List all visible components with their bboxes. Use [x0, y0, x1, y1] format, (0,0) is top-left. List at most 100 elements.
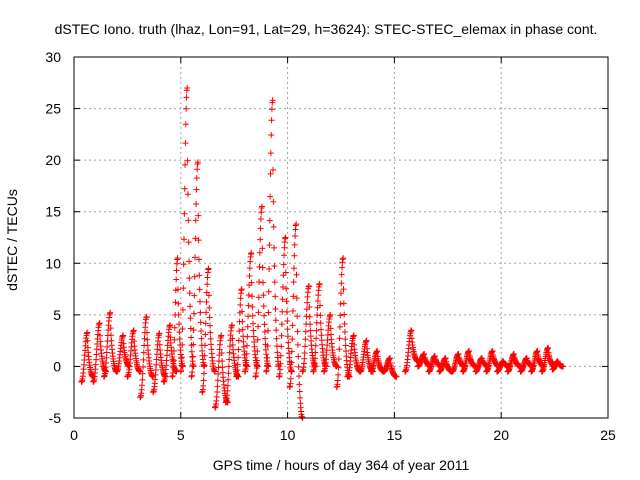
- data-point: [249, 312, 256, 319]
- data-point: [270, 166, 277, 173]
- data-point: [336, 335, 343, 342]
- data-point: [314, 297, 321, 304]
- y-axis-label: dSTEC / TECUs: [4, 189, 20, 291]
- y-tick-label: 25: [45, 101, 61, 117]
- data-point: [143, 329, 150, 336]
- data-point: [279, 283, 286, 290]
- data-point: [284, 333, 291, 340]
- data-point: [183, 94, 190, 101]
- data-point: [187, 315, 194, 322]
- data-point: [246, 265, 253, 272]
- data-point: [180, 261, 187, 268]
- data-point: [263, 362, 270, 369]
- data-point: [140, 349, 147, 356]
- data-point: [307, 327, 314, 334]
- data-point: [194, 159, 201, 166]
- data-point: [307, 321, 314, 328]
- data-point: [313, 335, 320, 342]
- data-point: [153, 356, 160, 363]
- chart-title: dSTEC Iono. truth (lhaz, Lon=91, Lat=29,…: [55, 21, 598, 37]
- data-point: [272, 306, 279, 313]
- data-point: [193, 200, 200, 207]
- data-point: [193, 186, 200, 193]
- data-point: [292, 233, 299, 240]
- data-point: [214, 383, 221, 390]
- data-point: [206, 314, 213, 321]
- data-point: [260, 303, 267, 310]
- data-point: [219, 358, 226, 365]
- data-point: [171, 336, 178, 343]
- data-point: [139, 376, 146, 383]
- data-point: [271, 244, 278, 251]
- data-point: [270, 198, 277, 205]
- data-point: [239, 326, 246, 333]
- data-point: [195, 237, 202, 244]
- data-point: [316, 280, 323, 287]
- data-point: [267, 170, 274, 177]
- data-point: [260, 279, 267, 286]
- y-tick-label: 15: [45, 204, 61, 220]
- data-point: [214, 377, 221, 384]
- data-point: [270, 223, 277, 230]
- data-point: [340, 255, 347, 262]
- data-point: [211, 368, 218, 375]
- data-point: [84, 329, 91, 336]
- data-point: [173, 276, 180, 283]
- data-point: [255, 323, 262, 330]
- data-point: [185, 217, 192, 224]
- data-point: [188, 348, 195, 355]
- x-tick-label: 10: [280, 427, 296, 443]
- data-point: [200, 370, 207, 377]
- data-point: [288, 359, 295, 366]
- data-point: [261, 321, 268, 328]
- data-point: [337, 300, 344, 307]
- y-tick-label: 0: [53, 358, 61, 374]
- data-point: [235, 354, 242, 361]
- data-point: [234, 367, 241, 374]
- data-point: [276, 363, 283, 370]
- data-point: [339, 264, 346, 271]
- data-point: [219, 364, 226, 371]
- data-point: [237, 295, 244, 302]
- data-point: [195, 212, 202, 219]
- data-point: [284, 317, 291, 324]
- data-point: [202, 320, 209, 327]
- data-point: [312, 363, 319, 370]
- data-point: [281, 252, 288, 259]
- data-point: [249, 303, 256, 310]
- data-point: [285, 339, 292, 346]
- data-point: [193, 174, 200, 181]
- data-point: [278, 343, 285, 350]
- data-point: [342, 348, 349, 355]
- data-point: [278, 332, 285, 339]
- data-point: [268, 117, 275, 124]
- data-point: [152, 366, 159, 373]
- data-point: [271, 279, 278, 286]
- data-point: [93, 356, 100, 363]
- data-point: [301, 349, 308, 356]
- data-point: [312, 355, 319, 362]
- data-point: [143, 313, 150, 320]
- data-point: [290, 278, 297, 285]
- data-point: [140, 363, 147, 370]
- data-point: [181, 236, 188, 243]
- data-point: [304, 299, 311, 306]
- x-axis-label: GPS time / hours of day 364 of year 2011: [213, 457, 470, 473]
- data-point: [337, 312, 344, 319]
- data-point: [248, 279, 255, 286]
- data-point: [265, 309, 272, 316]
- data-point: [278, 321, 285, 328]
- data-point: [191, 273, 198, 280]
- data-point: [305, 282, 312, 289]
- data-point: [156, 330, 163, 337]
- data-point: [130, 327, 137, 334]
- data-point: [265, 363, 272, 370]
- data-point: [256, 279, 263, 286]
- data-point: [296, 381, 303, 388]
- data-point: [179, 363, 186, 370]
- data-point: [323, 347, 330, 354]
- data-point: [184, 84, 191, 91]
- x-tick-label: 15: [387, 427, 403, 443]
- data-point: [225, 370, 232, 377]
